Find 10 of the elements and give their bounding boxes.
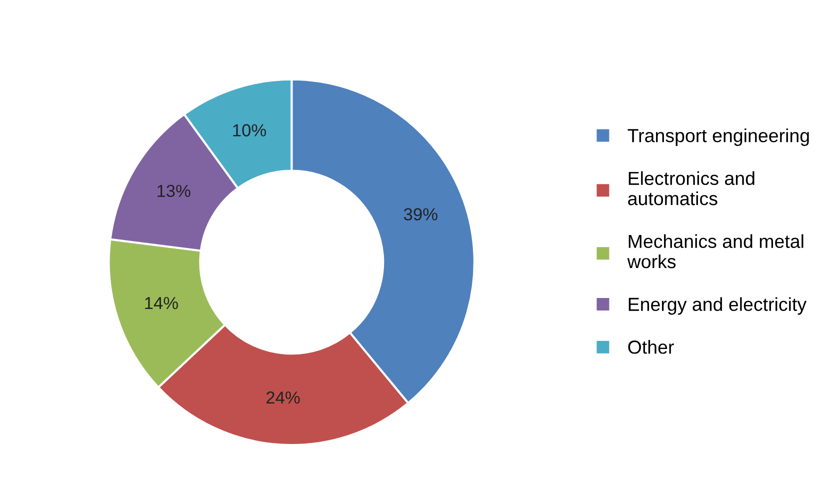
data-label: 13% (158, 184, 190, 198)
legend-label: Electronics and automatics (628, 171, 754, 206)
legend-label: Mechanics and metal works (627, 234, 804, 268)
legend-label: Transport engineering (628, 128, 809, 146)
data-label: 39% (404, 208, 438, 220)
data-label: 24% (266, 391, 300, 404)
legend-label: Energy and electricity (628, 297, 807, 315)
data-label: 10% (233, 124, 266, 136)
legend-label: Other (628, 340, 674, 354)
data-label: 14% (145, 297, 178, 310)
